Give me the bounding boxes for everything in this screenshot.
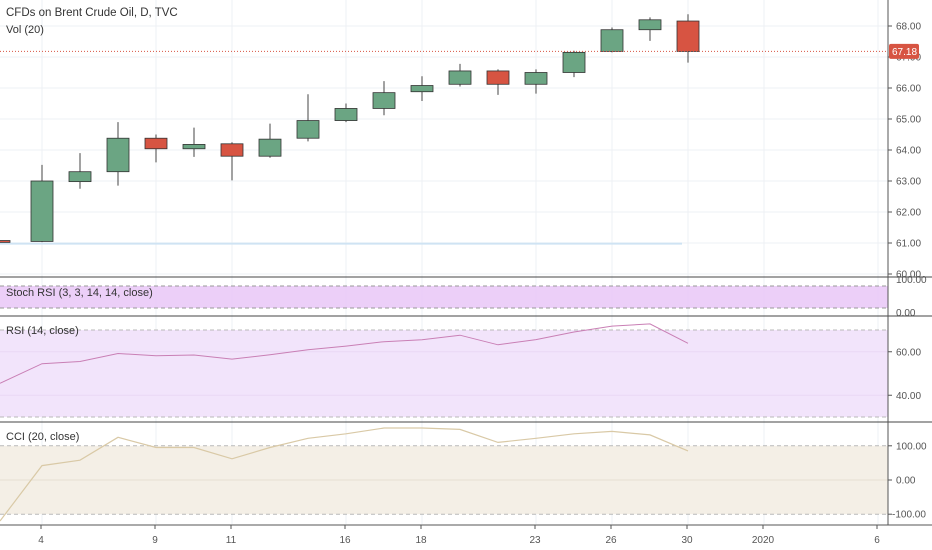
candle-body [562,51,586,73]
rsi-legend[interactable]: RSI (14, close) [6,325,79,337]
candle-body [220,143,244,157]
cci-tick-label: 0.00 [896,476,916,487]
rsi-series [0,323,689,384]
candle [486,69,510,95]
price-tick-label: 61.00 [896,239,921,250]
price-tick-label: 65.00 [896,115,921,126]
last-price-label: 67.18 [892,47,917,58]
rsi-band [0,330,888,417]
candle [334,103,358,123]
time-tick-label: 6 [874,535,880,546]
candle [258,123,282,158]
candle [448,63,472,87]
rsi-tick-label: 40.00 [896,391,921,402]
last-price-marker: 67.18 [889,43,919,59]
candle-body [410,85,434,93]
price-tick-label: 62.00 [896,208,921,219]
candle-body [30,180,54,242]
time-tick-label: 30 [681,535,693,546]
candle [68,153,92,189]
candle-body [638,19,662,31]
rsi-tick-label: 60.00 [896,347,921,358]
candle [0,240,11,243]
candle [182,127,206,157]
price-grid [0,0,888,524]
candle [220,142,244,181]
candle-body [182,144,206,150]
price-tick-label: 60.00 [896,270,921,281]
volume-legend[interactable]: Vol (20) [6,24,44,36]
candle [562,50,586,78]
cci-tick-label: 100.00 [896,441,927,452]
time-tick-label: 9 [152,535,158,546]
rsi-line [0,323,689,384]
cci-series [0,427,689,522]
price-tick-label: 66.00 [896,84,921,95]
last-price-box [889,43,919,59]
cci-line [0,427,689,522]
cci-tick-label: -100.00 [892,510,926,521]
candlestick-series [0,14,888,243]
time-tick-label: 11 [226,535,237,546]
candle-body [0,240,11,243]
candle-body [334,108,358,121]
time-tick-label: 16 [339,535,351,546]
price-tick-label: 64.00 [896,146,921,157]
candle-body [68,171,92,183]
candle-body [448,70,472,85]
candle-body [144,137,168,150]
time-tick-label: 4 [38,535,44,546]
candle-body [296,120,320,139]
price-tick-label: 68.00 [896,22,921,33]
time-tick-label: 18 [415,535,427,546]
candle-body [676,20,700,52]
stoch-rsi-legend[interactable]: Stoch RSI (3, 3, 14, 14, close) [6,287,153,299]
candle-body [486,70,510,85]
candle-body [106,137,130,173]
price-axis[interactable]: 60.0061.0062.0063.0064.0065.0066.0067.00… [888,22,927,521]
cci-legend[interactable]: CCI (20, close) [6,431,80,443]
time-tick-label: 23 [529,535,541,546]
candle-body [600,29,624,52]
stoch-rsi-tick-label: 100.00 [896,275,927,286]
price-tick-label: 63.00 [896,177,921,188]
candle [600,27,624,53]
candle-body [372,92,396,109]
candle-body [258,138,282,157]
candle [106,122,130,186]
candle [638,17,662,41]
candle [372,81,396,116]
candle [524,69,548,94]
time-tick-label: 2020 [752,535,775,546]
subpane-backgrounds [0,285,888,515]
stoch-rsi-tick-label: 0.00 [896,308,916,319]
candle [676,14,700,63]
candle [144,134,168,163]
symbol-legend[interactable]: CFDs on Brent Crude Oil, D, TVC [6,7,178,19]
candle [296,94,320,142]
candle-body [524,72,548,85]
stoch-rsi-band [0,286,888,308]
candle [30,164,54,243]
candle [410,76,434,102]
time-axis[interactable]: 4 9 11 16 18 23 26 30 2020 6 [38,525,880,546]
time-tick-label: 26 [605,535,617,546]
